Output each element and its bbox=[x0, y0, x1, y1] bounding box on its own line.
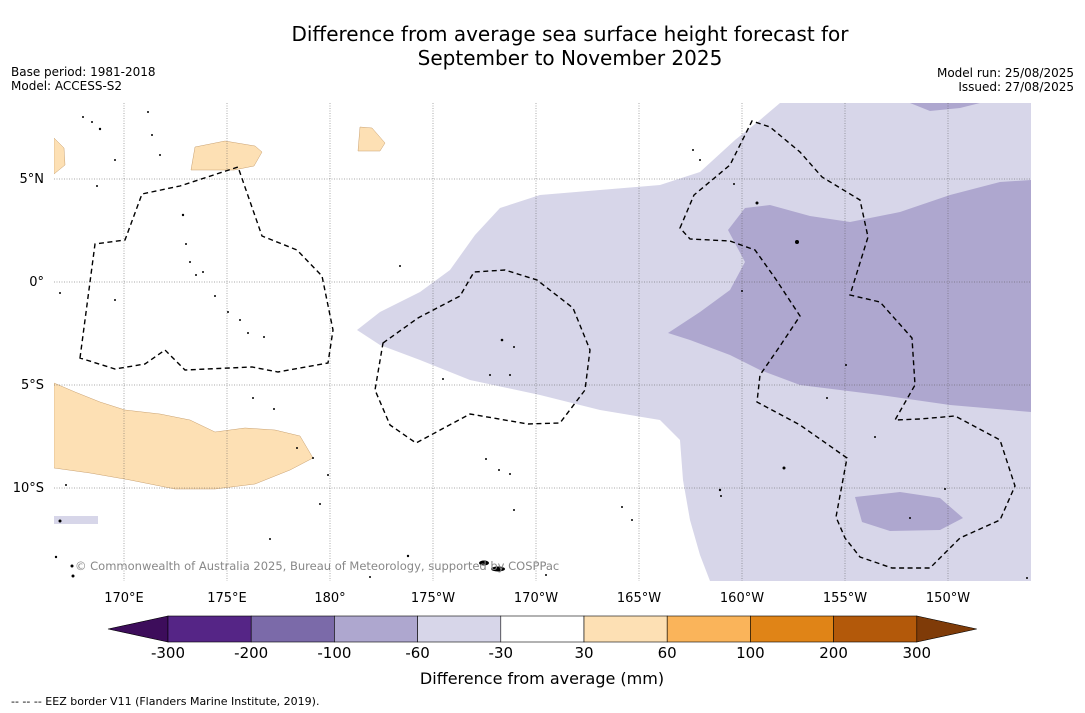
anomaly-region-medium-purple-south bbox=[855, 492, 963, 531]
lat-label: 10°S bbox=[13, 481, 44, 496]
issued-date: Issued: 27/08/2025 bbox=[958, 80, 1074, 94]
lon-label: 175°E bbox=[207, 591, 247, 606]
colorbar-tick-label: -60 bbox=[405, 644, 430, 662]
eez-borders bbox=[79, 120, 1016, 569]
lon-label: 165°W bbox=[617, 591, 661, 606]
eez-border-east bbox=[679, 120, 1016, 569]
latitude-labels: 5°N 0° 5°S 10°S bbox=[13, 172, 44, 496]
lon-label: 155°W bbox=[823, 591, 867, 606]
lon-label: 180° bbox=[314, 591, 345, 606]
base-info: Base period: 1981-2018 Model: ACCESS-S2 bbox=[11, 65, 156, 93]
colorbar-tick-label: 200 bbox=[819, 644, 848, 662]
colorbar-segment bbox=[500, 615, 585, 643]
lon-label: 150°W bbox=[926, 591, 970, 606]
colorbar-segment bbox=[167, 615, 252, 643]
base-period: Base period: 1981-2018 bbox=[11, 65, 156, 79]
lat-label: 0° bbox=[29, 275, 44, 290]
colorbar-extension-high bbox=[916, 615, 977, 643]
lon-label: 175°W bbox=[411, 591, 455, 606]
anomaly-region-orange-west-edge bbox=[54, 137, 66, 175]
colorbar-segment bbox=[417, 615, 502, 643]
lat-label: 5°S bbox=[21, 378, 44, 393]
colorbar-label: Difference from average (mm) bbox=[420, 669, 664, 688]
lat-label: 5°N bbox=[20, 172, 45, 187]
map-plot-area: © Commonwealth of Australia 2025, Bureau… bbox=[54, 103, 1031, 581]
colorbar-tick-label: 100 bbox=[736, 644, 765, 662]
colorbar-segment bbox=[666, 615, 751, 643]
lon-label: 170°E bbox=[104, 591, 144, 606]
anomaly-region-medium-purple bbox=[668, 180, 1031, 412]
colorbar-segment bbox=[750, 615, 834, 643]
colorbar-tick-label: 30 bbox=[574, 644, 593, 662]
title-line-2: September to November 2025 bbox=[417, 46, 723, 70]
copyright-notice: © Commonwealth of Australia 2025, Bureau… bbox=[75, 559, 559, 573]
colorbar-tick-label: -30 bbox=[489, 644, 514, 662]
colorbar-tick-label: 300 bbox=[902, 644, 931, 662]
island-markers bbox=[54, 111, 1028, 579]
anomaly-region-orange-southwest bbox=[54, 382, 314, 490]
lon-label: 170°W bbox=[514, 591, 558, 606]
colorbar-tick-label: -300 bbox=[151, 644, 185, 662]
colorbar-tick-label: -100 bbox=[317, 644, 351, 662]
colorbar-segment bbox=[250, 615, 335, 643]
anomaly-region-orange-small bbox=[357, 126, 386, 152]
model-run: Model run: 25/08/2025 bbox=[936, 66, 1074, 80]
colorbar-extension-low bbox=[107, 615, 169, 643]
run-info: Model run: 25/08/2025 Issued: 27/08/2025 bbox=[937, 66, 1074, 94]
colorbar-tick-label: -200 bbox=[234, 644, 268, 662]
longitude-labels: 170°E 175°E 180° 175°W 170°W 165°W 160°W… bbox=[104, 591, 970, 606]
map-title: Difference from average sea surface heig… bbox=[0, 22, 1085, 70]
colorbar-segment bbox=[583, 615, 668, 643]
colorbar-tick-label: 60 bbox=[658, 644, 677, 662]
gridlines bbox=[54, 103, 1031, 581]
anomaly-region-orange-north bbox=[190, 140, 263, 171]
colorbar-segment bbox=[334, 615, 418, 643]
eez-border-west bbox=[79, 166, 334, 373]
eez-border-central bbox=[374, 269, 591, 444]
anomaly-region-medium-purple-north bbox=[910, 103, 980, 111]
model-name: Model: ACCESS-S2 bbox=[11, 79, 123, 93]
eez-legend-footer: -- -- -- EEZ border V11 (Flanders Marine… bbox=[11, 695, 320, 708]
title-line-1: Difference from average sea surface heig… bbox=[291, 22, 849, 46]
colorbar: -300 -200 -100 -60 -30 30 60 100 200 300 bbox=[107, 615, 977, 662]
colorbar-segment bbox=[833, 615, 918, 643]
lon-label: 160°W bbox=[720, 591, 764, 606]
anomaly-strip-southwest bbox=[54, 516, 98, 524]
